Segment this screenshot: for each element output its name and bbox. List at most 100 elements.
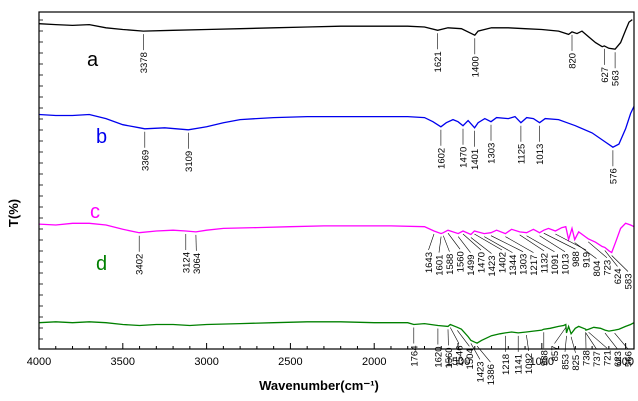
peak-label-c-1423: 1423 xyxy=(487,256,498,277)
peak-label-c-1643: 1643 xyxy=(424,252,435,273)
peak-tick-d-1423 xyxy=(470,343,481,360)
peak-label-d-853: 853 xyxy=(561,354,572,370)
series-label-d: d xyxy=(96,253,107,275)
peak-tick-c-1588 xyxy=(443,235,450,252)
peak-label-c-1303: 1303 xyxy=(519,254,530,275)
peak-label-c-1091: 1091 xyxy=(550,254,561,275)
peak-tick-c-1013 xyxy=(539,235,566,252)
series-line-a xyxy=(38,19,633,50)
peak-tick-c-1470 xyxy=(462,233,482,251)
peak-tick-c-624 xyxy=(604,250,618,267)
peak-label-c-1402: 1402 xyxy=(498,252,509,273)
peak-tick-d-721 xyxy=(588,331,608,349)
peak-tick-c-1091 xyxy=(526,235,555,252)
peak-tick-d-1546 xyxy=(450,327,460,344)
peak-tick-c-1402 xyxy=(474,233,503,251)
peak-label-c-3124: 3124 xyxy=(181,252,192,273)
peak-label-c-804: 804 xyxy=(592,261,603,277)
peak-label-d-825: 825 xyxy=(571,355,582,371)
peak-label-c-723: 723 xyxy=(603,260,614,276)
peak-label-d-566: 566 xyxy=(624,351,635,367)
peak-label-d-1218: 1218 xyxy=(501,354,512,375)
peak-tick-d-857 xyxy=(554,327,567,344)
peak-label-a-1400: 1400 xyxy=(470,56,481,77)
peak-label-b-3369: 3369 xyxy=(140,150,151,171)
peak-label-d-1092: 1092 xyxy=(524,353,535,374)
peak-label-c-1470: 1470 xyxy=(477,252,488,273)
peak-tick-c-1423 xyxy=(470,237,492,254)
x-tick-label-3000: 3000 xyxy=(194,356,218,368)
x-tick-label-3500: 3500 xyxy=(111,356,135,368)
peak-tick-c-583 xyxy=(611,255,629,272)
peak-tick-c-1560 xyxy=(447,233,461,250)
peak-tick-d-825 xyxy=(570,336,576,353)
peak-label-a-3378: 3378 xyxy=(139,52,150,73)
x-tick-label-4000: 4000 xyxy=(27,356,51,368)
peak-label-d-1546: 1546 xyxy=(454,346,465,367)
peak-tick-d-1092 xyxy=(526,334,529,352)
peak-label-d-1560: 1560 xyxy=(444,347,455,368)
peak-label-c-3402: 3402 xyxy=(135,254,146,275)
peak-label-c-1344: 1344 xyxy=(508,255,519,276)
peak-tick-c-988 xyxy=(543,232,576,250)
plot-area: a b c d xyxy=(38,19,635,344)
series-line-b xyxy=(38,106,635,148)
x-tick-label-2500: 2500 xyxy=(278,356,302,368)
peak-label-d-1504: 1504 xyxy=(465,348,476,369)
peak-label-b-1125: 1125 xyxy=(516,144,527,164)
peak-label-c-3064: 3064 xyxy=(192,253,203,274)
peak-label-a-1621: 1621 xyxy=(433,51,444,72)
peak-label-d-1620: 1620 xyxy=(433,347,444,368)
series-line-d xyxy=(38,321,635,344)
peak-tick-c-723 xyxy=(588,241,608,259)
peak-label-c-583: 583 xyxy=(624,274,635,290)
peak-label-d-738: 738 xyxy=(582,350,593,366)
x-tick-label-1500: 1500 xyxy=(446,356,470,368)
peak-label-b-1303: 1303 xyxy=(487,143,498,164)
plot-frame xyxy=(38,11,635,350)
peak-label-d-857: 857 xyxy=(550,346,561,362)
peak-tick-d-623 xyxy=(604,332,618,350)
peak-label-b-3109: 3109 xyxy=(184,151,195,172)
series-label-c: c xyxy=(90,201,100,223)
peak-tick-d-1504 xyxy=(457,330,470,347)
peak-label-c-1499: 1499 xyxy=(466,255,477,276)
peak-tick-d-737 xyxy=(585,332,597,350)
peak-label-b-1602: 1602 xyxy=(436,148,447,169)
peak-tick-c-1499 xyxy=(457,236,471,253)
peak-tick-c-1344 xyxy=(484,236,513,253)
x-tick-label-1000: 1000 xyxy=(530,356,554,368)
peak-label-b-1401: 1401 xyxy=(470,149,481,170)
peak-label-d-1141: 1141 xyxy=(514,354,525,374)
x-axis-title: Wavenumber(cm⁻¹) xyxy=(259,378,379,393)
peak-label-c-1217: 1217 xyxy=(529,255,540,276)
peak-label-d-1764: 1764 xyxy=(409,346,420,367)
peak-tick-c-1132 xyxy=(519,234,545,252)
peak-label-c-1601: 1601 xyxy=(435,255,446,276)
peak-tick-c-1217 xyxy=(505,236,534,253)
axes: 4000 3500 3000 2500 2000 1500 1000 500 xyxy=(27,11,635,368)
peak-label-c-988: 988 xyxy=(571,251,582,267)
peak-tick-c-1303 xyxy=(490,235,524,252)
peak-label-c-1132: 1132 xyxy=(540,253,551,273)
series-label-b: b xyxy=(96,126,107,148)
peak-label-d-623: 623 xyxy=(613,351,624,367)
peak-label-d-721: 721 xyxy=(603,350,614,366)
peak-label-d-1386: 1386 xyxy=(486,364,497,385)
peak-label-a-820: 820 xyxy=(568,53,579,69)
peak-tick-c-1643 xyxy=(428,233,435,251)
peak-label-c-1560: 1560 xyxy=(456,251,467,272)
series-label-a: a xyxy=(87,49,99,71)
peak-tick-c-804 xyxy=(574,242,597,259)
series-line-c xyxy=(38,222,635,254)
peak-label-a-563: 563 xyxy=(611,70,622,86)
peak-label-c-919: 919 xyxy=(582,252,593,268)
peak-label-b-1013: 1013 xyxy=(535,144,546,165)
peak-label-d-737: 737 xyxy=(592,351,603,367)
peak-label-b-576: 576 xyxy=(608,168,619,184)
peak-label-c-1588: 1588 xyxy=(445,254,456,275)
peak-label-d-988: 988 xyxy=(539,350,550,366)
peak-label-c-1013: 1013 xyxy=(561,254,572,275)
